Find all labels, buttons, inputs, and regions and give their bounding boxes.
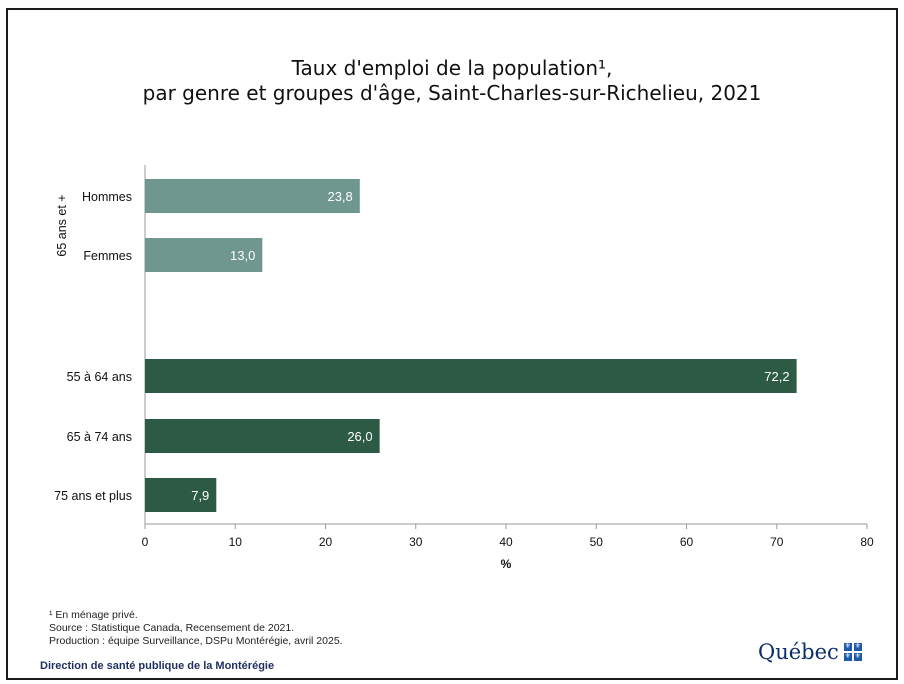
category-label: 75 ans et plus xyxy=(54,489,132,503)
fleur-de-lis-cell: ⚜ xyxy=(854,653,862,661)
category-label: Femmes xyxy=(83,249,132,263)
x-tick-label: 40 xyxy=(499,535,513,549)
fleur-de-lis-cell: ⚜ xyxy=(854,643,862,651)
data-label: 7,9 xyxy=(191,488,209,503)
group-label: 65 ans et + xyxy=(55,194,69,256)
x-tick-label: 10 xyxy=(229,535,243,549)
bar xyxy=(145,419,380,453)
x-tick-label: 20 xyxy=(319,535,333,549)
x-tick-label: 80 xyxy=(860,535,874,549)
data-label: 13,0 xyxy=(230,248,255,263)
category-label: 55 à 64 ans xyxy=(67,370,132,384)
x-tick-label: 60 xyxy=(680,535,694,549)
x-axis-title: % xyxy=(501,557,512,571)
data-label: 26,0 xyxy=(347,429,372,444)
category-label: 65 à 74 ans xyxy=(67,430,132,444)
fleur-de-lis-cell: ⚜ xyxy=(844,643,852,651)
data-label: 72,2 xyxy=(764,369,789,384)
quebec-logo: Québec ⚜ ⚜ ⚜ ⚜ xyxy=(758,640,862,664)
quebec-logo-text: Québec xyxy=(758,640,839,664)
category-label: Hommes xyxy=(82,190,132,204)
x-tick-label: 70 xyxy=(770,535,784,549)
footnote-private-household: ¹ En ménage privé. xyxy=(49,609,138,621)
fleur-de-lis-cell: ⚜ xyxy=(844,653,852,661)
bar xyxy=(145,359,797,393)
x-tick-label: 30 xyxy=(409,535,423,549)
direction-label: Direction de santé publique de la Montér… xyxy=(40,660,274,672)
footnote-production: Production : équipe Surveillance, DSPu M… xyxy=(49,635,343,647)
data-label: 23,8 xyxy=(327,189,352,204)
footnote-source: Source : Statistique Canada, Recensement… xyxy=(49,622,294,634)
x-tick-label: 50 xyxy=(590,535,604,549)
x-tick-label: 0 xyxy=(142,535,149,549)
fleur-de-lis-icon: ⚜ ⚜ ⚜ ⚜ xyxy=(844,643,862,661)
